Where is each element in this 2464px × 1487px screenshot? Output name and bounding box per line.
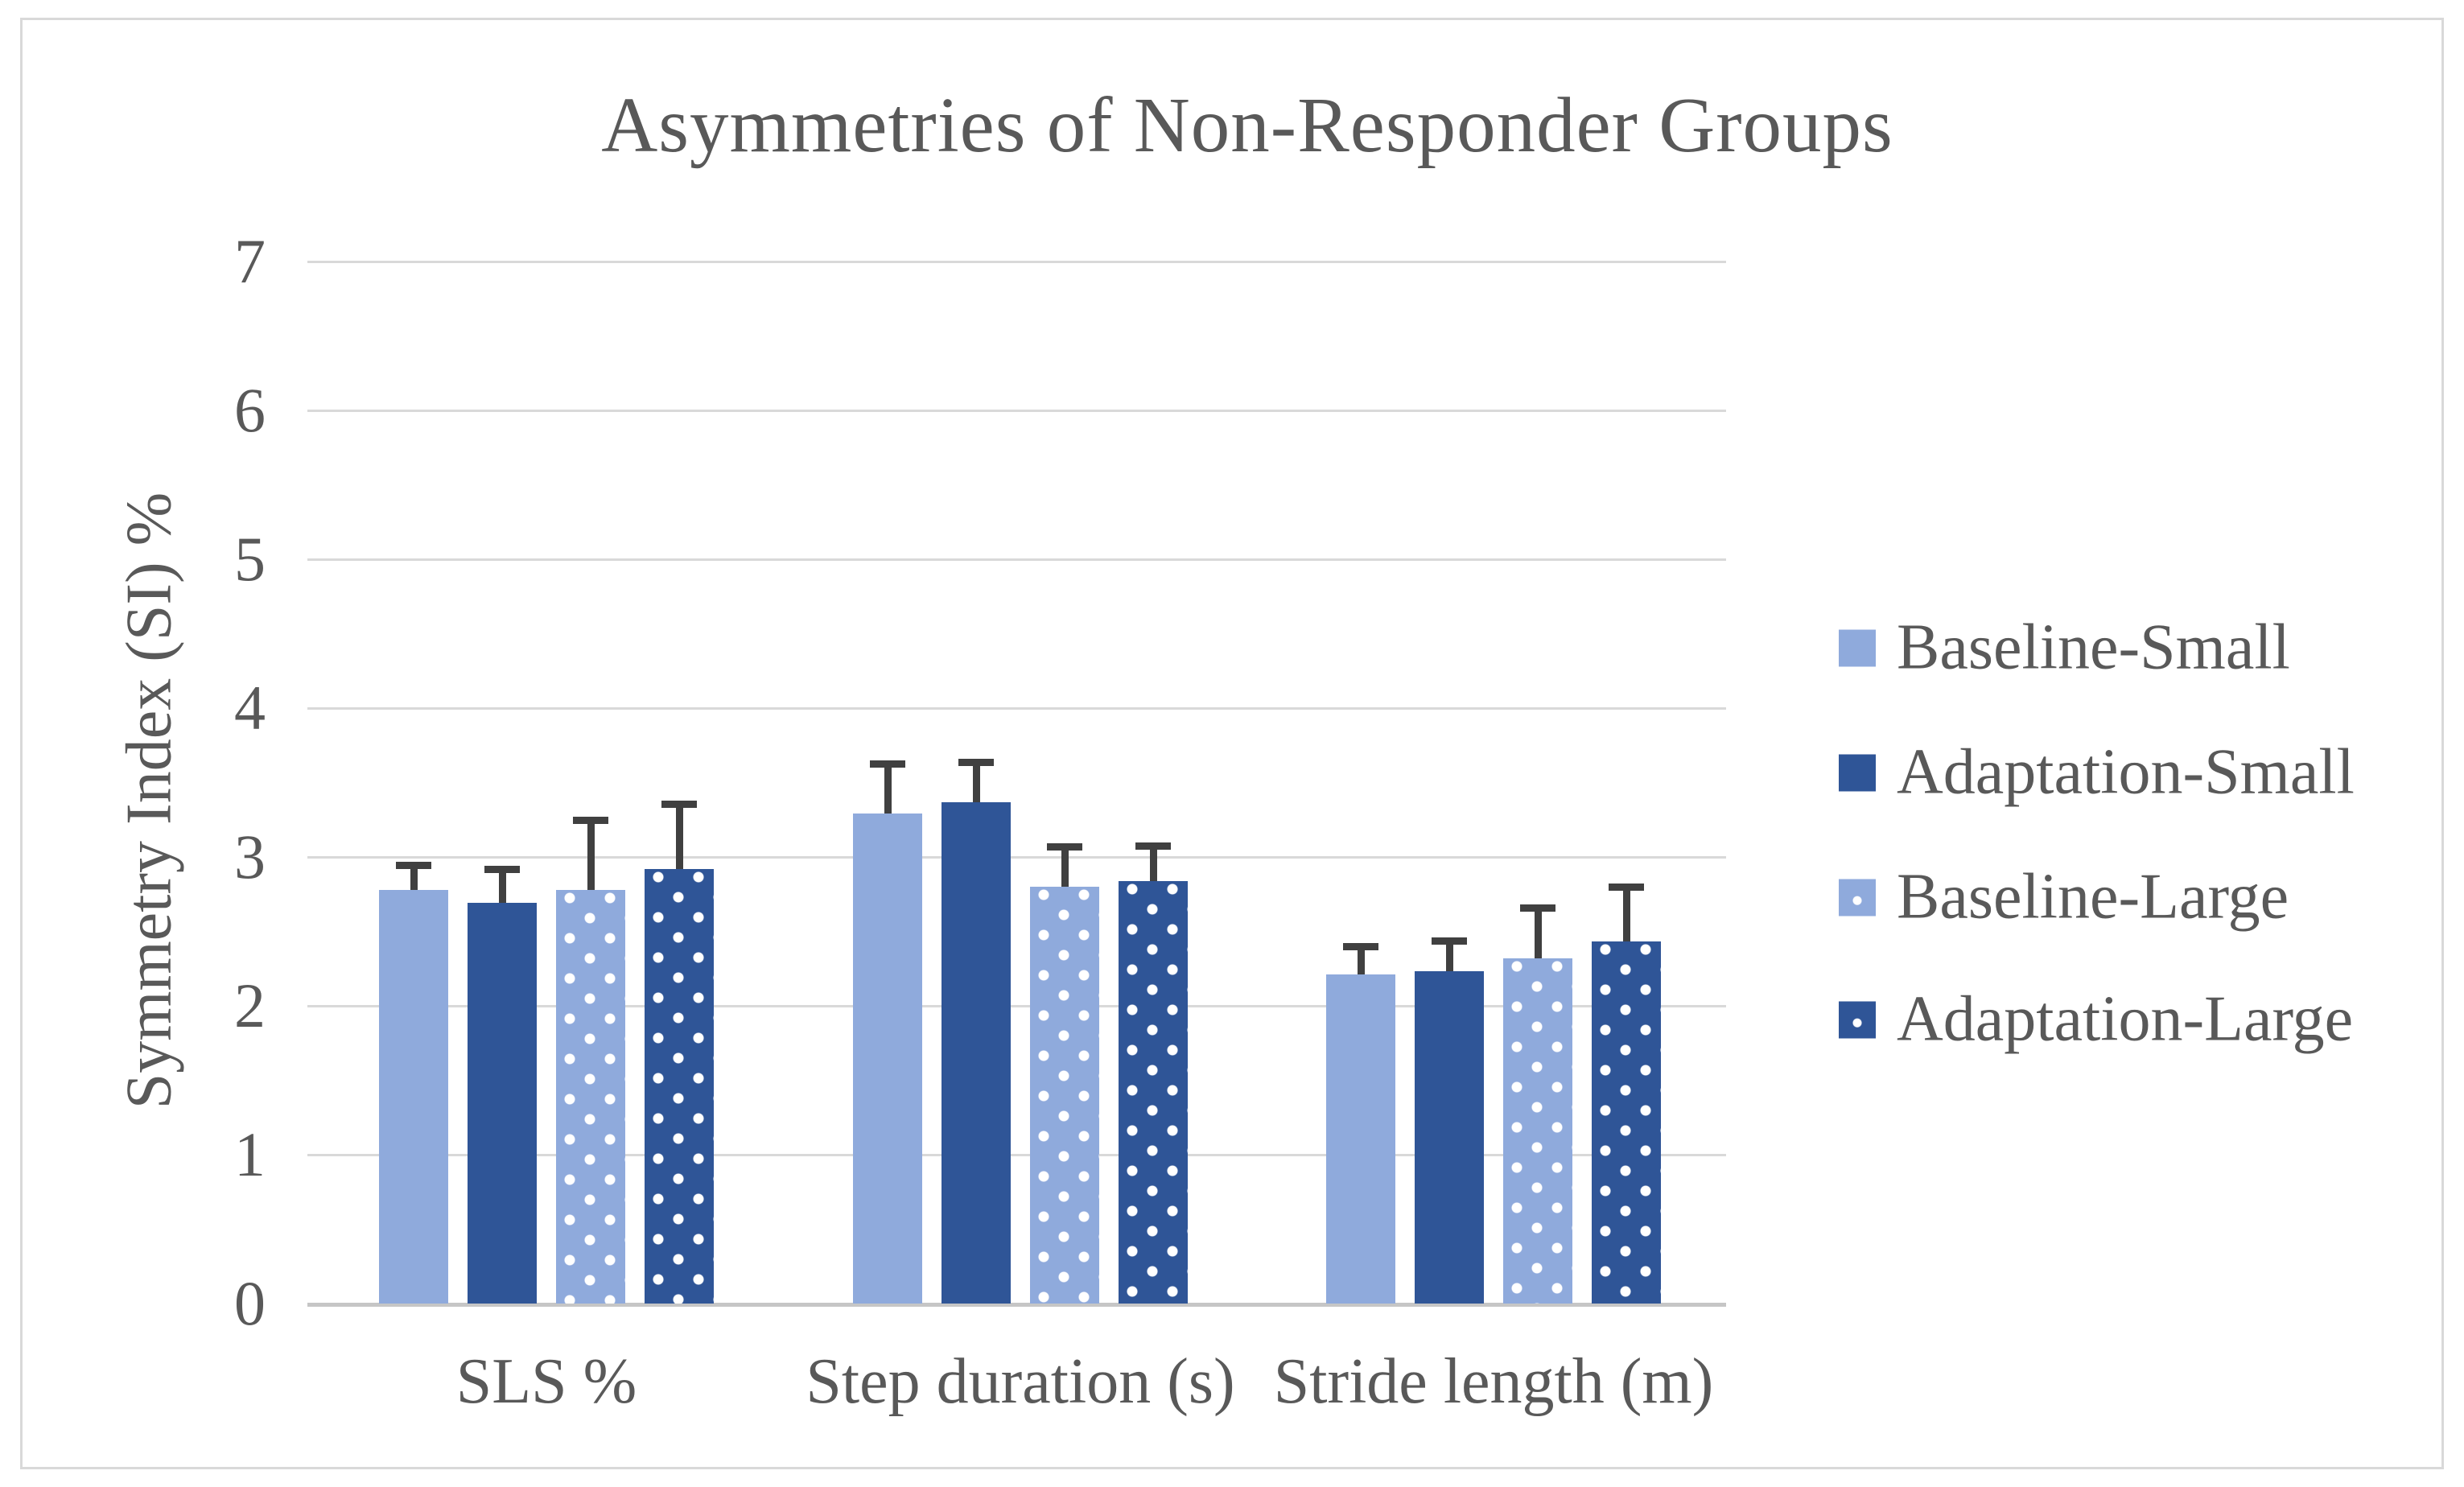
legend-item-baseline-small: Baseline-Small (1839, 612, 2290, 685)
gridline (307, 261, 1726, 263)
bar-baseline-small-2 (853, 814, 922, 1304)
error-bar-cap (1047, 843, 1082, 851)
error-bar-cap (1520, 904, 1555, 912)
error-bar-line (1534, 904, 1542, 958)
bar-baseline-small-1 (379, 889, 448, 1304)
y-tick-label: 7 (234, 226, 266, 296)
bar-adaptation-small-1 (468, 903, 537, 1304)
legend-label: Baseline-Large (1897, 861, 2289, 933)
y-tick-label: 0 (234, 1268, 266, 1338)
error-bar-cap (1609, 884, 1644, 892)
x-axis-line (307, 1303, 1726, 1307)
x-category-label: SLS % (455, 1346, 637, 1417)
x-category-label: Stride length (m) (1273, 1346, 1714, 1417)
error-bar-line (410, 861, 418, 890)
gridline (307, 1005, 1726, 1007)
error-bar-line (1622, 884, 1630, 942)
bar-adaptation-small-3 (1415, 971, 1484, 1304)
error-bar-cap (661, 800, 697, 808)
legend-swatch-icon (1839, 754, 1876, 791)
error-bar-cap (870, 760, 905, 768)
error-bar-line (498, 866, 506, 904)
bar-adaptation-small-2 (942, 801, 1011, 1304)
bar-adaptation-large-3 (1592, 941, 1661, 1304)
error-bar-line (884, 760, 892, 814)
legend-item-adaptation-small: Adaptation-Small (1839, 736, 2355, 809)
legend-item-baseline-large: Baseline-Large (1839, 861, 2289, 934)
error-bar-cap (958, 758, 994, 766)
legend-item-adaptation-large: Adaptation-Large (1839, 983, 2353, 1057)
gridline (307, 1154, 1726, 1156)
y-tick-label: 4 (234, 673, 266, 743)
legend-swatch-icon (1839, 1001, 1876, 1038)
legend-label: Adaptation-Large (1897, 983, 2354, 1055)
bar-adaptation-large-2 (1119, 880, 1188, 1304)
error-bar-line (1357, 943, 1365, 975)
y-tick-label: 1 (234, 1119, 266, 1189)
error-bar-line (1061, 843, 1069, 887)
error-bar-cap (396, 861, 431, 869)
legend-swatch-icon (1839, 879, 1876, 916)
error-bar-cap (573, 817, 608, 825)
gridline (307, 856, 1726, 859)
chart-title: Asymmetries of Non-Responder Groups (601, 82, 1893, 168)
gridline (307, 707, 1726, 710)
error-bar-line (972, 758, 980, 802)
y-tick-label: 6 (234, 375, 266, 445)
y-tick-label: 2 (234, 970, 266, 1040)
plot-area (307, 261, 1726, 1307)
x-category-label: Step duration (s) (806, 1346, 1235, 1417)
error-bar-cap (484, 866, 520, 874)
error-bar-cap (1135, 842, 1171, 850)
y-tick-label: 5 (234, 524, 266, 594)
y-tick-label: 3 (234, 822, 266, 892)
error-bar-line (675, 800, 683, 869)
gridline (307, 410, 1726, 412)
bar-baseline-large-1 (556, 889, 625, 1304)
error-bar-line (1149, 842, 1157, 881)
legend-swatch-icon (1839, 629, 1876, 666)
error-bar-cap (1432, 937, 1467, 945)
bar-adaptation-large-1 (645, 868, 714, 1304)
error-bar-line (1445, 937, 1453, 972)
error-bar-cap (1343, 943, 1378, 951)
bar-baseline-large-2 (1030, 887, 1099, 1304)
legend-label: Adaptation-Small (1897, 736, 2355, 808)
gridline (307, 558, 1726, 561)
error-bar-line (587, 817, 595, 890)
bar-baseline-large-3 (1503, 958, 1572, 1304)
legend-label: Baseline-Small (1897, 612, 2290, 683)
bar-baseline-small-3 (1326, 974, 1395, 1304)
